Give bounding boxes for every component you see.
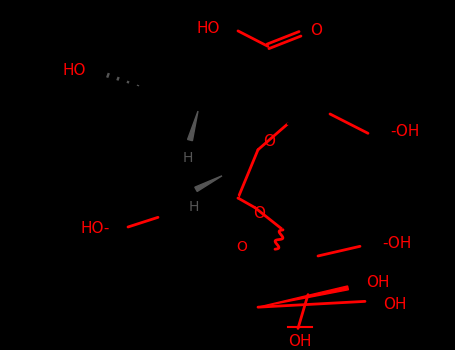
Text: O: O [253,206,265,221]
Text: -OH: -OH [382,236,411,251]
Text: O: O [310,23,322,38]
Text: O: O [237,240,248,254]
Text: OH: OH [288,334,312,349]
Text: H: H [183,151,193,165]
Text: HO-: HO- [81,222,110,237]
Polygon shape [195,176,222,191]
Text: O: O [263,134,275,149]
Text: HO: HO [197,21,220,35]
Polygon shape [187,111,198,141]
Text: -OH: -OH [390,124,420,139]
Text: OH: OH [366,274,389,289]
Text: OH: OH [383,297,406,312]
Polygon shape [258,286,349,307]
Text: H: H [189,200,199,214]
Text: HO: HO [62,63,86,78]
